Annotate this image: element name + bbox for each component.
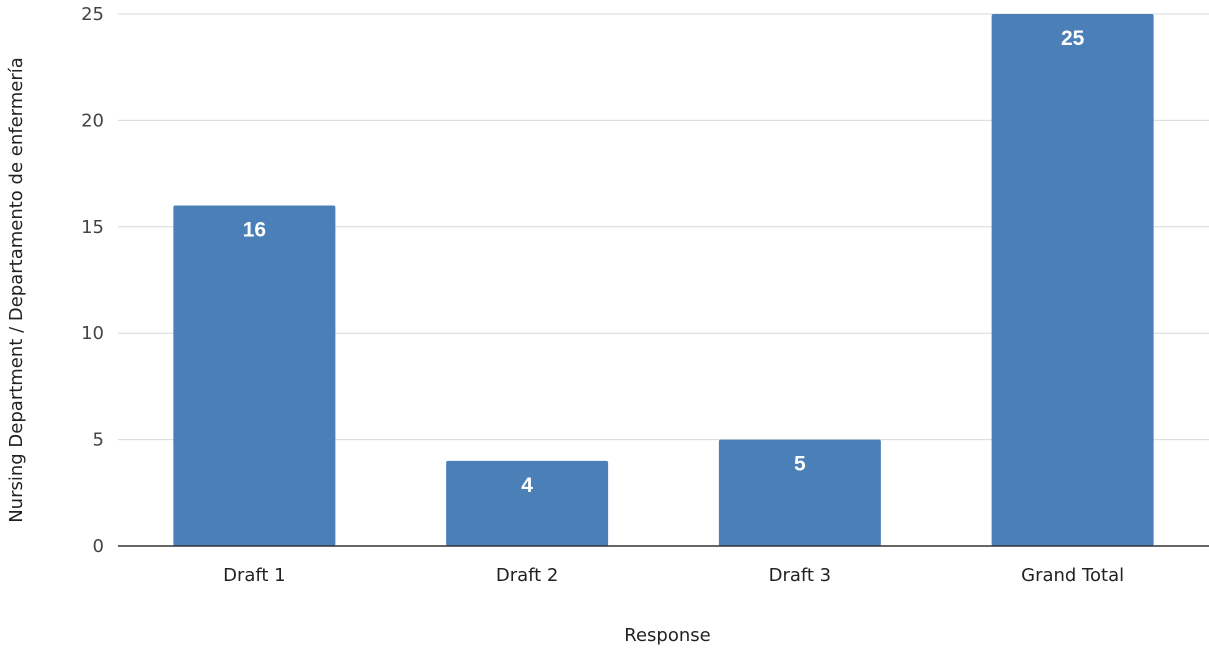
data-label: 16	[243, 219, 266, 242]
y-axis-title: Nursing Department / Departamento de enf…	[6, 57, 27, 523]
x-category-label: Grand Total	[1021, 565, 1124, 586]
x-category-label: Draft 1	[223, 565, 286, 586]
y-tick-label: 25	[81, 4, 104, 25]
bar	[446, 460, 609, 546]
y-tick-labels: 0 5 10 15 20 25	[81, 4, 104, 557]
y-tick-label: 15	[81, 217, 104, 238]
bar	[991, 14, 1154, 546]
x-category-labels: Draft 1 Draft 2 Draft 3 Grand Total	[223, 565, 1124, 586]
bar	[718, 439, 881, 546]
x-category-label: Draft 2	[496, 565, 559, 586]
bars: 16 4 5 25	[173, 14, 1154, 546]
y-tick-label: 0	[93, 536, 104, 557]
y-tick-label: 10	[81, 323, 104, 344]
data-label: 4	[521, 474, 533, 497]
x-category-label: Draft 3	[769, 565, 832, 586]
bar	[173, 205, 336, 546]
y-tick-label: 5	[93, 430, 104, 451]
data-label: 25	[1061, 27, 1085, 50]
data-label: 5	[794, 453, 806, 476]
y-tick-label: 20	[81, 110, 104, 131]
x-axis-title: Response	[624, 625, 710, 646]
